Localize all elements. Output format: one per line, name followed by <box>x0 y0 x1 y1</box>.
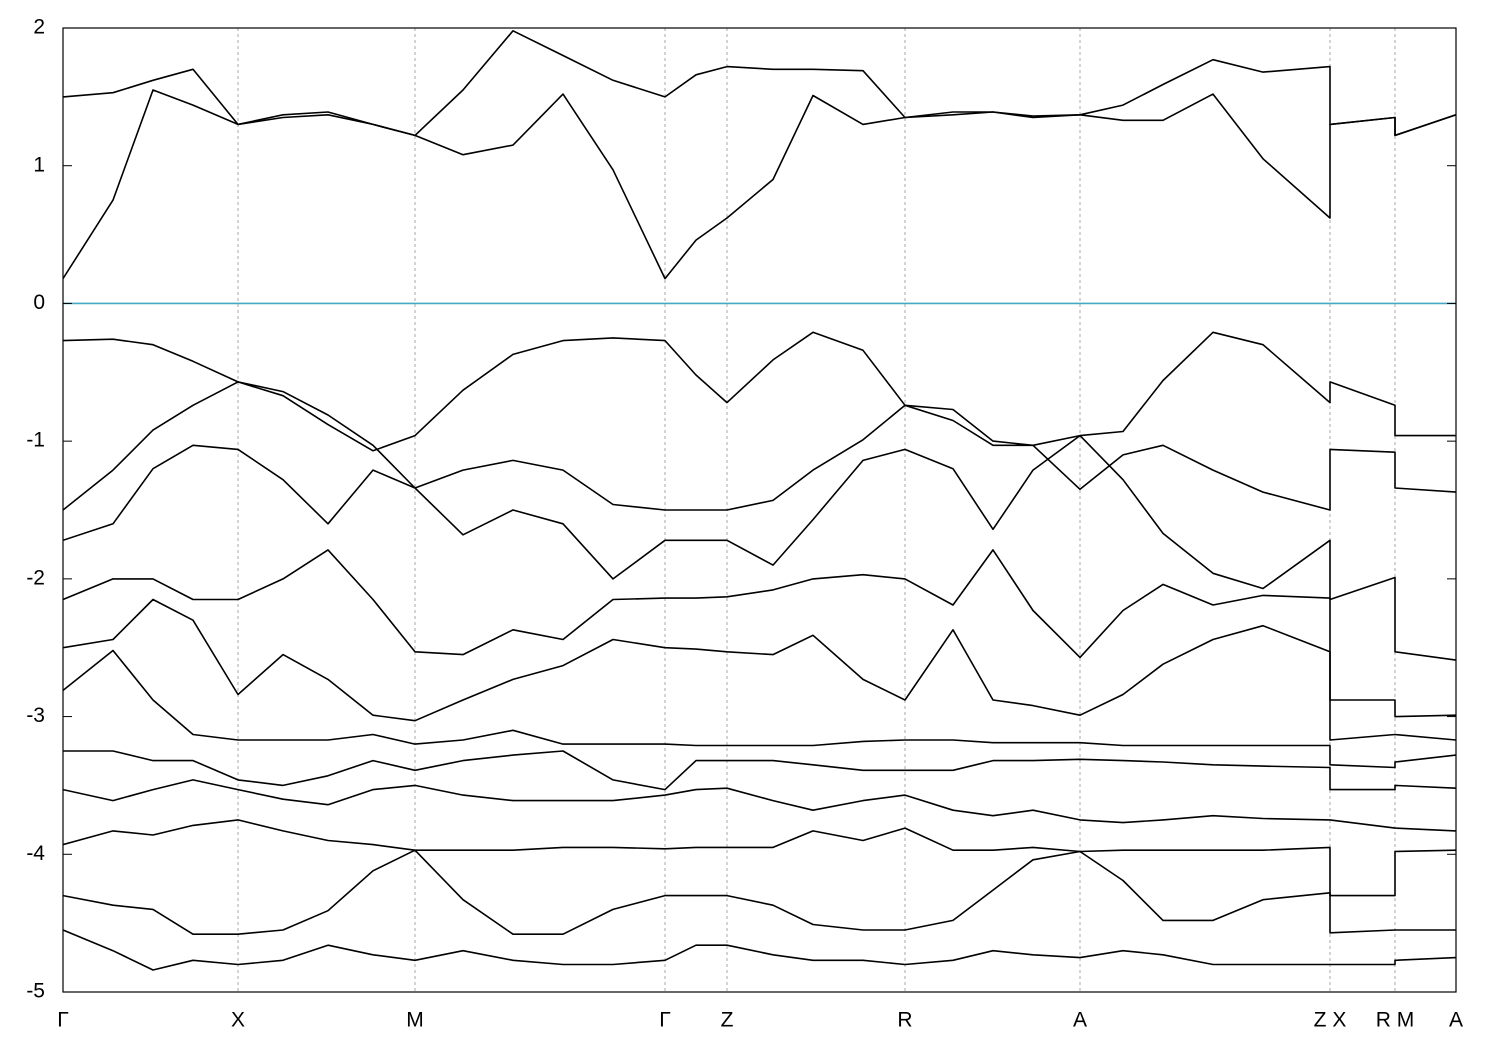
x-tick-label: R M <box>1376 1009 1415 1032</box>
y-tick-label: -2 <box>26 566 45 589</box>
y-tick-label: -3 <box>26 704 45 727</box>
y-tick-label: -4 <box>26 842 45 865</box>
x-tick-label: X <box>231 1009 245 1032</box>
x-tick-label: Z <box>721 1009 734 1032</box>
band <box>63 381 1456 511</box>
x-tick-label: A <box>1073 1009 1087 1032</box>
x-tick-label: R <box>897 1009 912 1032</box>
band <box>63 819 1456 897</box>
plot-frame <box>62 27 1457 993</box>
band <box>63 434 1456 661</box>
band <box>63 779 1456 832</box>
band <box>63 750 1456 791</box>
band <box>63 649 1456 769</box>
y-tick-label: 1 <box>33 153 45 176</box>
band <box>63 30 1456 137</box>
band <box>63 89 1456 280</box>
band <box>63 849 1456 935</box>
x-tick-label: Z X <box>1314 1009 1347 1032</box>
y-tick-label: 0 <box>33 291 45 314</box>
y-tick-label: -5 <box>26 980 45 1003</box>
axes: -5 -4 -3 -2 -1 0 1 2 Γ X M Γ Z R A Z X R M A <box>26 16 1463 1032</box>
y-tick-label: 2 <box>33 16 45 39</box>
x-tick-label: A <box>1449 1009 1463 1032</box>
band <box>63 598 1456 741</box>
x-tick-label: M <box>406 1009 424 1032</box>
x-tick-label: Γ <box>57 1009 69 1032</box>
bands <box>63 30 1456 971</box>
band <box>63 331 1456 452</box>
x-tick-label: Γ <box>659 1009 671 1032</box>
y-tick-label: -1 <box>26 429 45 452</box>
band <box>63 929 1456 971</box>
band <box>63 549 1456 718</box>
